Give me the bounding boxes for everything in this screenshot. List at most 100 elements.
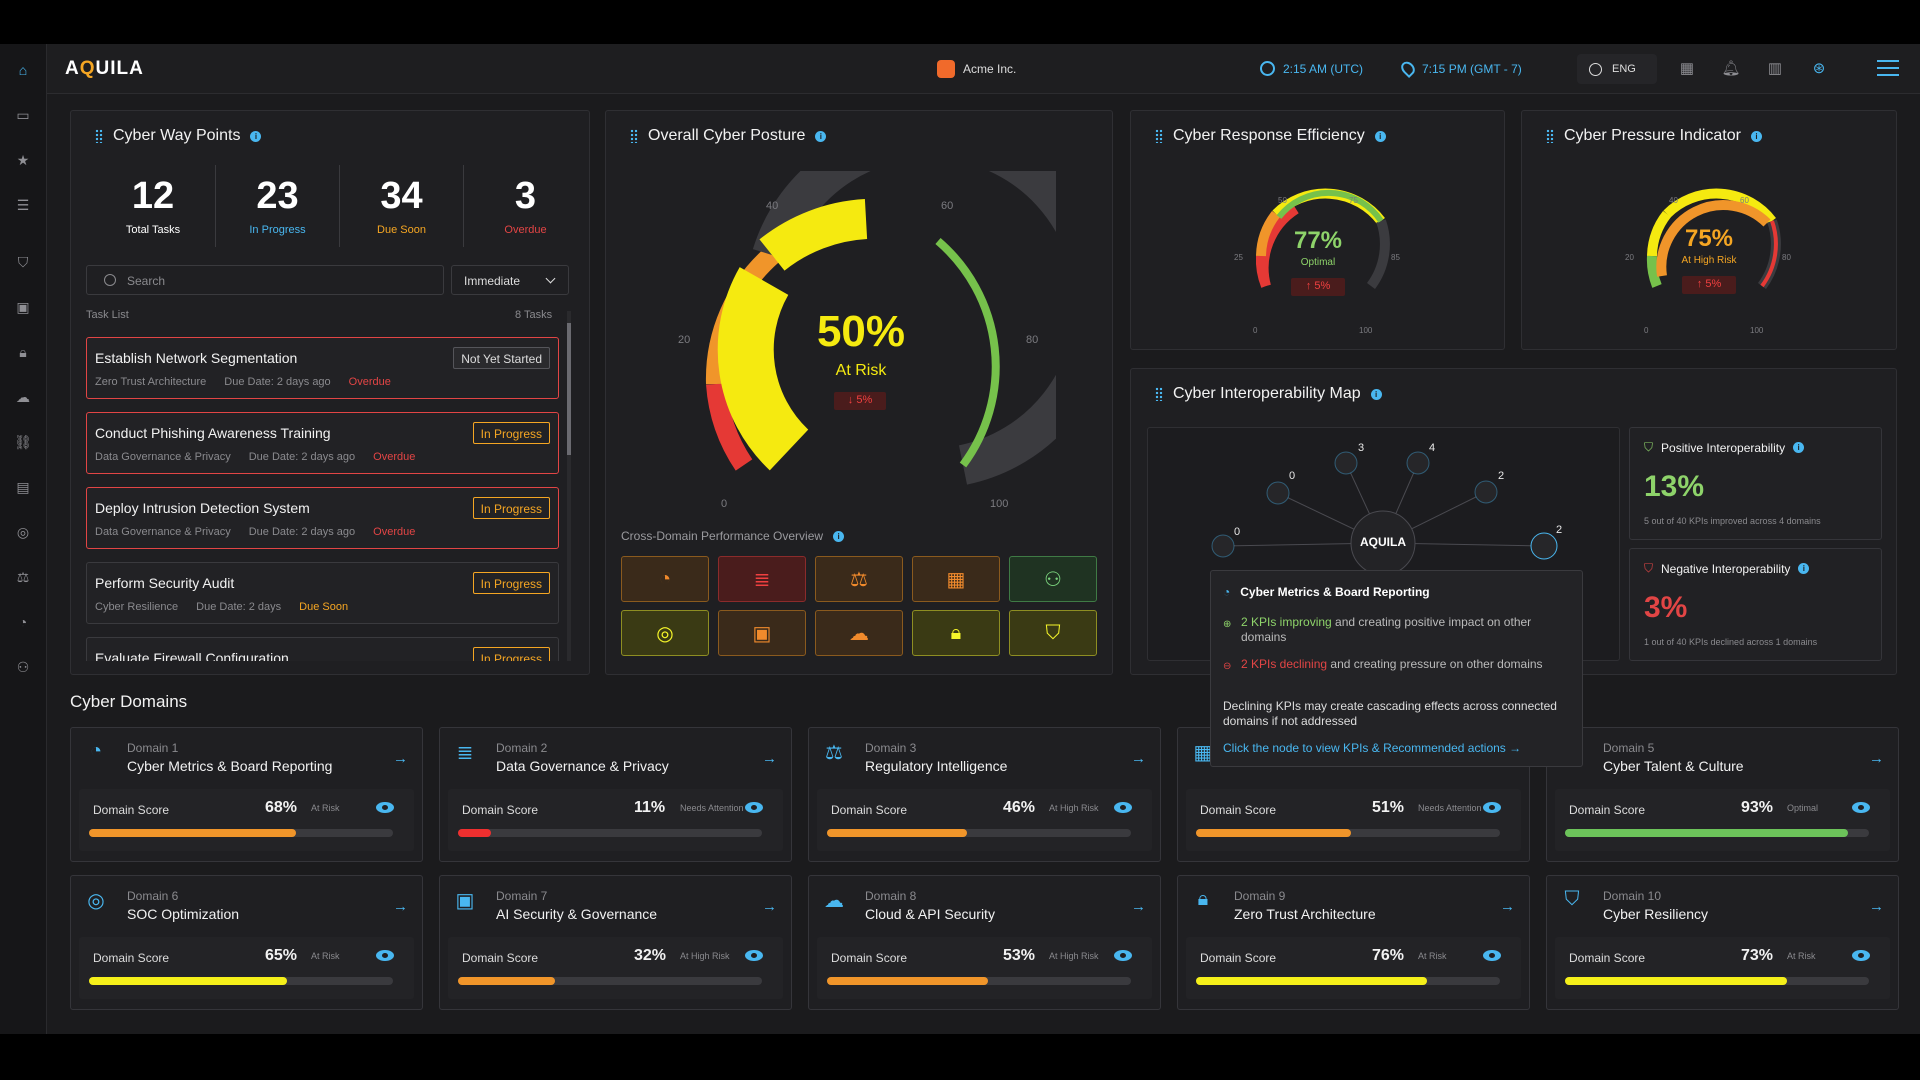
arrow-right-icon[interactable]: → [1869,750,1884,767]
info-icon[interactable]: i [250,130,262,142]
gauge-tick: 80 [1782,253,1791,262]
book-icon[interactable]: ▥ [1767,60,1783,77]
arrow-right-icon[interactable]: → [762,898,777,915]
speedometer-icon[interactable]: ◔ [621,556,709,602]
drag-handle-icon[interactable] [95,129,103,143]
company-selector[interactable]: Acme Inc. [937,60,1016,78]
info-icon[interactable]: i [1750,130,1762,142]
domain-score-value: 68% [265,799,298,816]
eye-icon[interactable] [1483,802,1501,813]
map-center-node[interactable]: AQUILA [1360,535,1406,549]
task-item[interactable]: Establish Network Segmentation Zero Trus… [86,337,559,399]
eye-icon[interactable] [745,802,763,813]
response-gauge: 0 25 50 75 85 100 [1234,188,1400,335]
arrow-right-icon[interactable]: → [393,750,408,767]
tooltip-link[interactable]: Click the node to view KPIs & Recommende… [1223,741,1521,755]
eye-icon[interactable] [1852,950,1870,961]
chip-icon[interactable]: ▣ [718,610,806,656]
database-icon[interactable]: ≣ [718,556,806,602]
posture-value: 50% [816,307,906,356]
info-icon[interactable]: i [833,530,845,542]
drag-handle-icon[interactable] [1155,387,1163,401]
bell-icon[interactable]: 🔔︎ [1721,60,1741,77]
info-icon[interactable]: i [1793,442,1805,453]
domain-card[interactable]: ≣ Domain 2 Data Governance & Privacy → Domai… [439,727,792,862]
eye-icon[interactable] [376,802,394,813]
shield-icon[interactable]: ⛉ [17,253,29,270]
home-icon[interactable]: ⌂ [18,62,28,78]
eye-icon[interactable] [1114,802,1132,813]
eye-icon[interactable] [1483,950,1501,961]
info-icon[interactable]: i [1798,563,1810,574]
drag-handle-icon[interactable] [1546,129,1554,143]
cloud-icon[interactable]: ☁ [16,388,30,405]
domain-card[interactable]: 🔒︎ Domain 9 Zero Trust Architecture → Domain… [1177,875,1530,1010]
task-item[interactable]: Deploy Intrusion Detection System Data G… [86,487,559,549]
shield-icon[interactable]: ⛉ [1009,610,1097,656]
node-count: 4 [1429,442,1436,454]
task-list-scrollbar[interactable] [567,311,571,661]
arrow-right-icon[interactable]: → [1131,898,1146,915]
search-input[interactable]: Search [86,265,444,295]
domain-card[interactable]: ⚖ Domain 3 Regulatory Intelligence → Domain … [808,727,1161,862]
document-icon[interactable]: ▤ [16,478,30,495]
cloud-lock-icon[interactable]: ☁ [815,610,903,656]
priority-dropdown[interactable]: Immediate [451,265,569,295]
eye-icon[interactable] [1852,802,1870,813]
domain-card[interactable]: ☁ Domain 8 Cloud & API Security → Domain Sco… [808,875,1161,1010]
card-title: Overall Cyber Posture [648,127,806,144]
building-icon[interactable]: ▦ [912,556,1000,602]
arrow-right-icon[interactable]: → [1131,750,1146,767]
target-icon[interactable]: ◎ [16,523,30,540]
eye-icon[interactable] [376,950,394,961]
info-icon[interactable]: i [815,130,827,142]
people-icon[interactable]: ⚇ [16,658,30,675]
support-icon[interactable]: ⊛ [1812,60,1826,77]
arrow-right-icon[interactable]: → [1500,898,1515,915]
arrow-right-icon[interactable]: → [393,898,408,915]
card-title: Cyber Pressure Indicator [1564,127,1741,144]
domain-card[interactable]: ◔ Domain 1 Cyber Metrics & Board Reporting… [70,727,423,862]
negative-interop-panel: ⛉ Negative Interoperability i 3% 1 out of … [1629,548,1882,661]
lock-icon[interactable]: 🔒︎ [912,610,1000,656]
score-bar [89,829,393,837]
scales-icon[interactable]: ⚖ [815,556,903,602]
lock-icon[interactable]: 🔒︎ [19,343,27,360]
drag-handle-icon[interactable] [630,129,638,143]
stat-in-progress[interactable]: 23 In Progress [215,165,339,247]
eye-icon[interactable] [745,950,763,961]
app-logo[interactable]: AQUILA [65,58,144,79]
hamburger-menu-icon[interactable] [1877,60,1899,76]
scales-icon[interactable]: ⚖ [16,568,30,585]
list-icon[interactable]: ☰ [16,196,30,213]
task-title: Deploy Intrusion Detection System [95,500,310,516]
stat-due-soon[interactable]: 34 Due Soon [339,165,463,247]
drag-handle-icon[interactable] [1155,129,1163,143]
response-label: Optimal [1300,257,1336,268]
chip-icon[interactable]: ▣ [16,298,30,315]
stat-overdue[interactable]: 3 Overdue [463,165,587,247]
task-item[interactable]: Conduct Phishing Awareness Training Data… [86,412,559,474]
domain-name: Zero Trust Architecture [1234,906,1376,922]
people-icon[interactable]: ⚇ [1009,556,1097,602]
target-icon[interactable]: ◎ [621,610,709,656]
task-item[interactable]: Perform Security Audit Cyber Resilience D… [86,562,559,624]
domain-card[interactable]: ⛉ Domain 10 Cyber Resiliency → Domain Score 7… [1546,875,1899,1010]
panel-icon[interactable]: ▭ [16,106,30,123]
star-icon[interactable]: ★ [16,151,30,168]
link-icon[interactable]: ⛓ [14,433,32,450]
task-item[interactable]: Evaluate Firewall Configuration In Progr… [86,637,559,661]
domain-card[interactable]: ▣ Domain 7 AI Security & Governance → Domain… [439,875,792,1010]
speedometer-icon[interactable]: ◔ [18,614,28,630]
info-icon[interactable]: i [1370,388,1382,400]
node-count: 2 [1498,470,1505,482]
arrow-right-icon[interactable]: → [1869,898,1884,915]
domain-card[interactable]: ◎ Domain 6 SOC Optimization → Domain Score 65… [70,875,423,1010]
language-selector[interactable]: ENG [1577,54,1657,84]
info-icon[interactable]: i [1374,130,1386,142]
eye-icon[interactable] [1114,950,1132,961]
arrow-right-icon[interactable]: → [762,750,777,767]
response-value: 77% [1293,227,1343,254]
building-icon[interactable]: ▦ [1679,60,1695,77]
